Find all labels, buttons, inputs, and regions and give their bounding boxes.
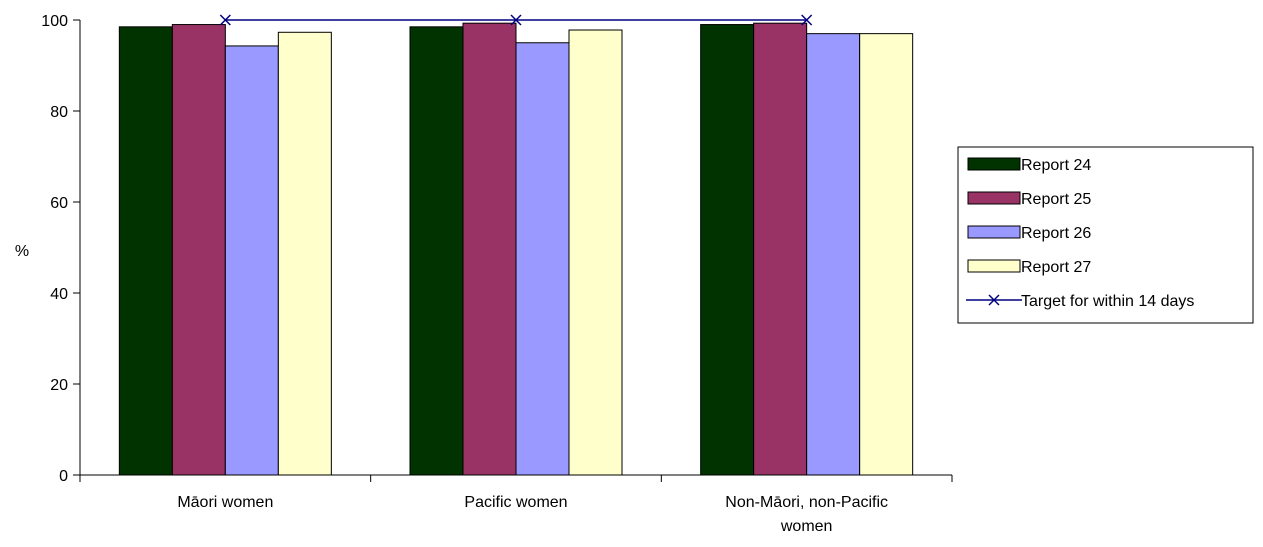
bar-report-24 — [118, 26, 173, 476]
y-tick-label: 0 — [59, 468, 68, 485]
bar-report-27 — [277, 31, 332, 476]
legend-swatch — [967, 191, 1021, 205]
y-tick-label: 40 — [50, 286, 68, 303]
y-tick-label: 80 — [50, 104, 68, 121]
legend-label: Report 26 — [1021, 225, 1091, 242]
bar-report-24 — [409, 26, 464, 476]
bar-report-24 — [700, 24, 755, 476]
bar-report-25 — [462, 22, 517, 476]
legend-label: Report 24 — [1021, 157, 1091, 174]
legend-swatch — [967, 225, 1021, 239]
y-axis-label: % — [15, 243, 29, 260]
bar-report-27 — [568, 29, 623, 476]
bar-report-26 — [515, 42, 570, 476]
legend-swatch — [967, 157, 1021, 171]
legend-target-marker — [988, 294, 1000, 306]
y-tick-label: 20 — [50, 377, 68, 394]
bar-report-25 — [171, 24, 226, 476]
bar-report-27 — [859, 33, 914, 476]
legend-label: Report 25 — [1021, 191, 1091, 208]
target-marker — [510, 14, 522, 26]
target-marker — [801, 14, 813, 26]
y-tick-label: 60 — [50, 195, 68, 212]
legend-label: Report 27 — [1021, 259, 1091, 276]
legend-swatch — [967, 259, 1021, 273]
x-category-label: Pacific women — [464, 494, 567, 511]
legend-label: Target for within 14 days — [1021, 293, 1194, 310]
bar-report-26 — [806, 33, 861, 476]
x-category-label: Māori women — [177, 494, 273, 511]
bar-report-26 — [224, 45, 279, 476]
target-marker — [219, 14, 231, 26]
x-category-label: women — [780, 518, 833, 535]
bar-report-25 — [753, 22, 808, 476]
x-category-label: Non-Māori, non-Pacific — [725, 494, 888, 511]
y-tick-label: 100 — [41, 13, 68, 30]
